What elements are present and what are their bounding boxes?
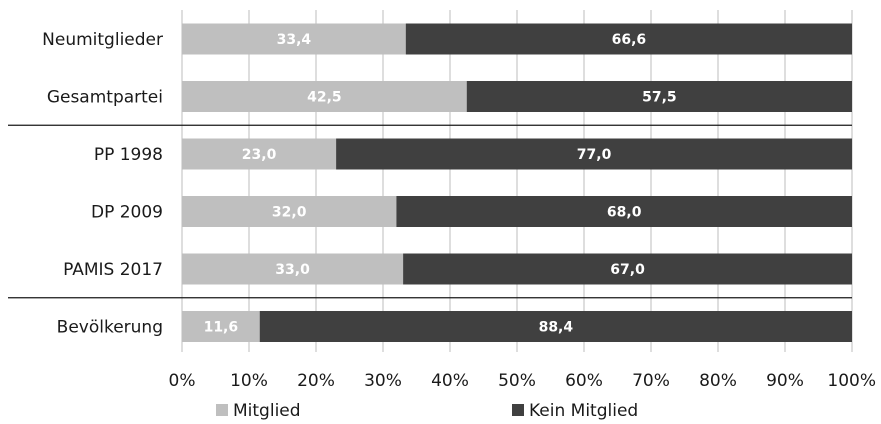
data-label-gesamtpartei-mitglied: 42,5 bbox=[307, 90, 342, 106]
legend-swatch-mitglied bbox=[216, 404, 228, 416]
x-tick-label-90: 90% bbox=[766, 371, 804, 391]
data-label-pp-1998-mitglied: 23,0 bbox=[242, 147, 277, 163]
legend: Mitglied Kein Mitglied bbox=[216, 401, 638, 421]
bar-pp-1998-mitglied bbox=[182, 138, 337, 170]
bar-pamis-2017-kein-mitglied bbox=[403, 253, 852, 285]
x-tick-label-60: 60% bbox=[565, 371, 603, 391]
data-label-dp-2009-mitglied: 32,0 bbox=[272, 205, 307, 221]
category-labels: Neumitglieder Gesamtpartei PP 1998 DP 2009 P… bbox=[42, 30, 163, 338]
x-tick-label-0: 0% bbox=[169, 371, 196, 391]
x-tick-label-70: 70% bbox=[632, 371, 670, 391]
data-label-bevoelkerung-kein-mitglied: 88,4 bbox=[539, 320, 574, 336]
x-gridlines bbox=[181, 10, 853, 352]
bar-pp-1998-kein-mitglied bbox=[336, 138, 853, 170]
category-label-pp-1998: PP 1998 bbox=[94, 145, 163, 165]
x-tick-label-40: 40% bbox=[431, 371, 469, 391]
legend-swatch-kein-mitglied bbox=[512, 404, 524, 416]
x-tick-label-50: 50% bbox=[498, 371, 536, 391]
data-label-gesamtpartei-kein-mitglied: 57,5 bbox=[642, 90, 677, 106]
bars: 33,4 66,6 42,5 57,5 23,0 77,0 32,0 68,0 33,0 67,0… bbox=[182, 23, 853, 342]
bar-bevoelkerung-mitglied bbox=[182, 311, 260, 342]
bar-bevoelkerung-kein-mitglied bbox=[259, 311, 853, 342]
data-label-neumitglieder-kein-mitglied: 66,6 bbox=[612, 32, 647, 48]
bar-dp-2009-kein-mitglied bbox=[396, 196, 852, 227]
bar-neumitglieder-kein-mitglied bbox=[405, 23, 852, 55]
bar-pamis-2017-mitglied bbox=[182, 253, 404, 285]
category-label-bevoelkerung: Bevölkerung bbox=[57, 318, 163, 338]
x-tick-label-100: 100% bbox=[827, 371, 876, 391]
x-tick-label-10: 10% bbox=[230, 371, 268, 391]
x-tick-label-80: 80% bbox=[699, 371, 737, 391]
category-label-neumitglieder: Neumitglieder bbox=[42, 30, 163, 50]
data-label-dp-2009-kein-mitglied: 68,0 bbox=[607, 205, 642, 221]
legend-label-mitglied: Mitglied bbox=[233, 401, 301, 421]
bar-gesamtpartei-kein-mitglied bbox=[466, 81, 852, 112]
data-label-bevoelkerung-mitglied: 11,6 bbox=[204, 320, 239, 336]
data-label-neumitglieder-mitglied: 33,4 bbox=[277, 32, 312, 48]
category-label-pamis-2017: PAMIS 2017 bbox=[63, 260, 163, 280]
group-separators bbox=[8, 124, 852, 299]
data-label-pamis-2017-kein-mitglied: 67,0 bbox=[610, 262, 645, 278]
category-label-dp-2009: DP 2009 bbox=[91, 203, 163, 223]
x-tick-labels: 0% 10% 20% 30% 40% 50% 60% 70% 80% 90% 100% bbox=[169, 371, 876, 391]
data-label-pamis-2017-mitglied: 33,0 bbox=[275, 262, 310, 278]
category-label-gesamtpartei: Gesamtpartei bbox=[47, 88, 163, 108]
bar-gesamtpartei-mitglied bbox=[182, 81, 467, 112]
x-tick-label-20: 20% bbox=[297, 371, 335, 391]
bar-dp-2009-mitglied bbox=[182, 196, 397, 227]
x-tick-label-30: 30% bbox=[364, 371, 402, 391]
data-label-pp-1998-kein-mitglied: 77,0 bbox=[577, 147, 612, 163]
bar-neumitglieder-mitglied bbox=[182, 23, 406, 55]
legend-label-kein-mitglied: Kein Mitglied bbox=[529, 401, 638, 421]
